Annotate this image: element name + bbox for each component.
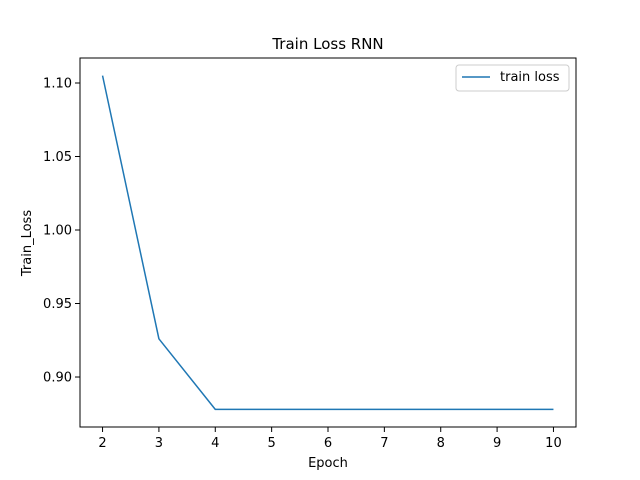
legend: train loss [455, 64, 570, 92]
y-tick-label: 0.95 [43, 297, 72, 312]
y-tick-label: 1.10 [43, 76, 72, 91]
plot-area [80, 58, 576, 427]
legend-label: train loss [500, 70, 560, 85]
x-tick-label: 6 [324, 436, 332, 451]
x-tick-label: 7 [380, 436, 388, 451]
y-tick-label: 1.00 [43, 224, 72, 239]
y-axis-label: Train_Loss [20, 210, 35, 277]
y-axis: 0.90 0.95 1.00 1.05 1.10 [43, 76, 80, 386]
x-axis: 2 3 4 5 6 7 8 9 10 [98, 427, 562, 451]
x-tick-label: 3 [155, 436, 163, 451]
x-tick-label: 2 [98, 436, 106, 451]
legend-frame [455, 64, 570, 92]
x-tick-label: 4 [211, 436, 219, 451]
x-tick-label: 5 [267, 436, 275, 451]
y-tick-label: 1.05 [43, 150, 72, 165]
x-tick-label: 10 [545, 436, 562, 451]
x-axis-label: Epoch [308, 456, 348, 471]
chart-title: Train Loss RNN [271, 35, 383, 53]
x-tick-label: 9 [493, 436, 501, 451]
x-tick-label: 8 [437, 436, 445, 451]
series-layer [101, 75, 554, 411]
plot-background [80, 58, 576, 427]
y-tick-label: 0.90 [43, 371, 72, 386]
